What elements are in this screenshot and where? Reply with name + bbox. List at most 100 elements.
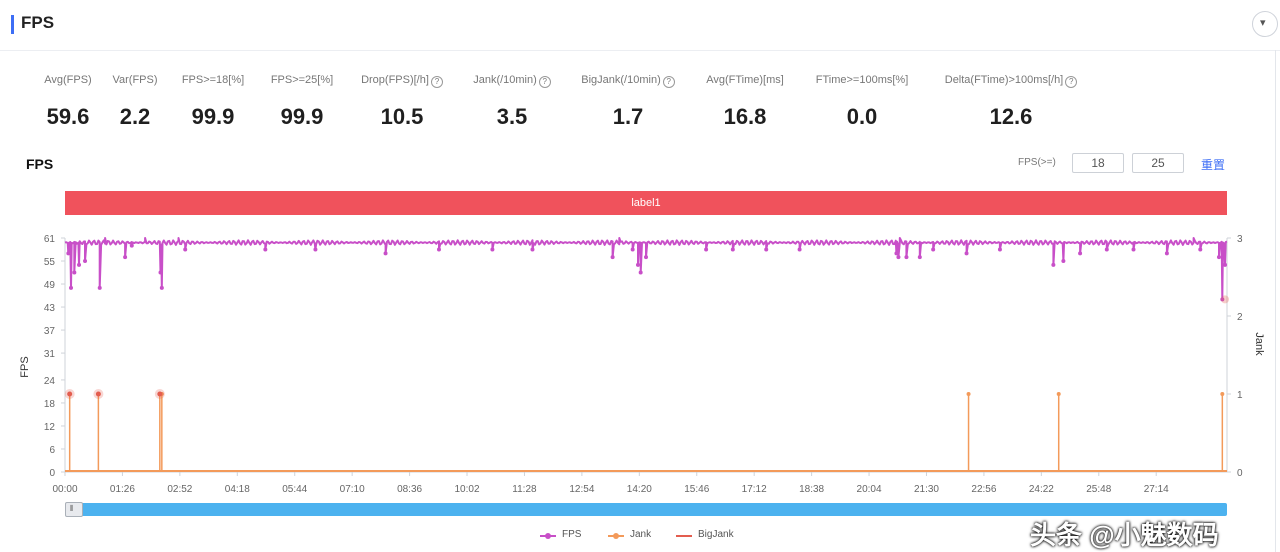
- reset-button[interactable]: 重置: [1201, 158, 1226, 172]
- fps-point: [1104, 247, 1109, 252]
- legend-marker: [613, 533, 619, 539]
- x-tick-label: 25:48: [1086, 484, 1111, 495]
- metric-value: 16.8: [723, 104, 767, 129]
- legend-label: Jank: [630, 529, 652, 540]
- metric-label-text: Avg(FTime)[ms]: [706, 74, 784, 86]
- metric-value: 0.0: [846, 104, 878, 129]
- jank-point: [966, 392, 971, 396]
- fps-point: [490, 247, 495, 252]
- metric-label-text: Drop(FPS)[/h]: [361, 74, 429, 86]
- metric-3: FPS>=25[%] 99.9: [232, 72, 372, 130]
- metric-label: Avg(FTime)[ms]: [675, 72, 815, 88]
- zoom-slider-handle[interactable]: ⦀: [65, 502, 83, 517]
- fps-point: [1164, 251, 1169, 256]
- metric-label: FPS>=18[%]: [143, 72, 283, 88]
- x-tick-label: 05:44: [282, 484, 307, 495]
- y2-axis-title: Jank: [1253, 332, 1265, 356]
- y2-tick-label: 0: [1237, 468, 1243, 479]
- fps-point: [123, 255, 128, 260]
- fps-point: [1078, 251, 1083, 256]
- metric-label: Drop(FPS)[/h]?: [332, 72, 472, 88]
- y-tick-label: 12: [44, 422, 56, 433]
- fps-point: [1222, 262, 1227, 267]
- fps-point: [638, 270, 643, 275]
- metric-label-text: FPS>=18[%]: [181, 74, 245, 86]
- info-icon[interactable]: ?: [1065, 76, 1078, 88]
- fps-point: [383, 251, 388, 256]
- bigjank-halo: [1220, 295, 1229, 304]
- fps-point: [183, 247, 188, 252]
- y-tick-label: 61: [44, 234, 56, 245]
- fps-point: [764, 247, 769, 252]
- x-tick-label: 08:36: [397, 484, 422, 495]
- metric-value: 59.6: [46, 104, 90, 129]
- y-tick-label: 24: [44, 376, 56, 387]
- title-accent-bar: [11, 15, 14, 34]
- collapse-button[interactable]: ▾: [1252, 11, 1278, 37]
- y2-tick-label: 1: [1237, 390, 1243, 401]
- bigjank-point: [67, 391, 73, 397]
- fps-point: [66, 251, 71, 256]
- fps-point: [159, 285, 164, 290]
- x-tick-label: 20:04: [857, 484, 882, 495]
- metric-4: Drop(FPS)[/h]? 10.5: [332, 72, 472, 130]
- x-tick-label: 21:30: [914, 484, 939, 495]
- fps-point: [730, 247, 735, 252]
- fps-point: [997, 247, 1002, 252]
- metric-9: Delta(FTime)>100ms[/h]? 12.6: [941, 72, 1081, 130]
- fps-point: [1051, 262, 1056, 267]
- fps-point: [1131, 247, 1136, 252]
- fps-point: [313, 247, 318, 252]
- jank-point: [1220, 392, 1225, 396]
- fps-point: [931, 247, 936, 252]
- metric-0: Avg(FPS) 59.6: [0, 72, 138, 130]
- label-band[interactable]: label1: [65, 191, 1227, 215]
- y-tick-label: 0: [49, 468, 55, 479]
- x-tick-label: 11:28: [512, 484, 537, 495]
- threshold-low-input[interactable]: 18: [1072, 153, 1124, 173]
- x-tick-label: 04:18: [225, 484, 250, 495]
- fps-point: [530, 247, 535, 252]
- x-tick-label: 17:12: [742, 484, 767, 495]
- info-icon[interactable]: ?: [538, 76, 551, 88]
- fps-point: [1061, 259, 1066, 264]
- y-tick-label: 37: [44, 326, 56, 337]
- fps-point: [436, 247, 441, 252]
- metric-value: 10.5: [380, 104, 424, 129]
- x-tick-label: 22:56: [971, 484, 996, 495]
- fps-point: [129, 243, 134, 248]
- metric-label: Jank(/10min)?: [442, 72, 582, 88]
- metric-value: 99.9: [191, 104, 235, 129]
- info-icon[interactable]: ?: [662, 76, 675, 88]
- bigjank-point: [95, 391, 101, 397]
- caret-down-icon: ▾: [1260, 17, 1266, 29]
- fps-point: [158, 270, 163, 275]
- series-jank: [65, 392, 1227, 472]
- y-tick-label: 18: [44, 399, 56, 410]
- x-tick-label: 00:00: [52, 484, 77, 495]
- legend-label: BigJank: [698, 529, 734, 540]
- fps-point: [644, 255, 648, 260]
- series-fps: [64, 237, 1228, 302]
- x-tick-label: 14:20: [627, 484, 652, 495]
- y2-tick-label: 2: [1237, 312, 1243, 323]
- fps-point: [904, 255, 909, 260]
- metric-label-text: Var(FPS): [112, 74, 158, 86]
- fps-line: [64, 237, 1228, 301]
- metric-2: FPS>=18[%] 99.9: [143, 72, 283, 130]
- page-title: FPS: [21, 13, 55, 32]
- fps-point: [610, 255, 615, 260]
- metric-1: Var(FPS) 2.2: [65, 72, 205, 130]
- metric-value: 2.2: [119, 104, 151, 129]
- y-tick-label: 6: [49, 445, 55, 456]
- threshold-high-input[interactable]: 25: [1132, 153, 1184, 173]
- info-icon[interactable]: ?: [430, 76, 443, 88]
- zoom-slider-track[interactable]: [65, 503, 1227, 516]
- x-tick-label: 27:14: [1144, 484, 1169, 495]
- series-bigjank: [64, 295, 1229, 399]
- x-tick-label: 15:46: [684, 484, 709, 495]
- y-tick-label: 31: [44, 349, 56, 360]
- y2-tick-label: 3: [1237, 234, 1243, 245]
- fps-point: [635, 262, 640, 267]
